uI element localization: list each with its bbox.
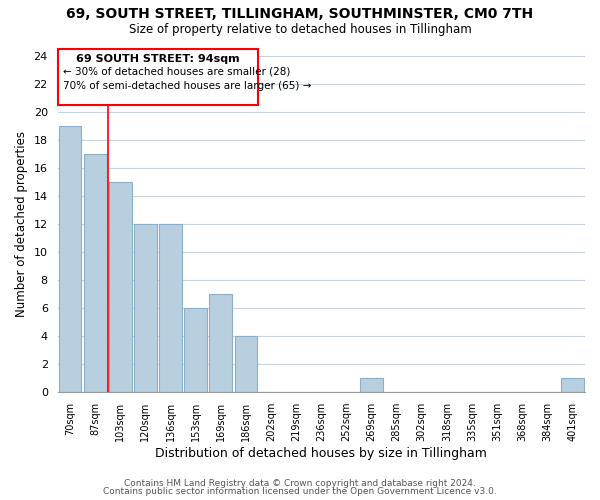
Bar <box>184 308 207 392</box>
Bar <box>134 224 157 392</box>
X-axis label: Distribution of detached houses by size in Tillingham: Distribution of detached houses by size … <box>155 447 487 460</box>
Bar <box>59 126 82 392</box>
Bar <box>235 336 257 392</box>
Bar <box>84 154 107 392</box>
Y-axis label: Number of detached properties: Number of detached properties <box>15 131 28 317</box>
Text: ← 30% of detached houses are smaller (28): ← 30% of detached houses are smaller (28… <box>62 66 290 76</box>
Text: 69 SOUTH STREET: 94sqm: 69 SOUTH STREET: 94sqm <box>76 54 240 64</box>
Bar <box>159 224 182 392</box>
Bar <box>209 294 232 392</box>
Bar <box>109 182 131 392</box>
Text: 70% of semi-detached houses are larger (65) →: 70% of semi-detached houses are larger (… <box>62 81 311 91</box>
Bar <box>360 378 383 392</box>
FancyBboxPatch shape <box>58 48 259 104</box>
Text: Contains HM Land Registry data © Crown copyright and database right 2024.: Contains HM Land Registry data © Crown c… <box>124 478 476 488</box>
Text: 69, SOUTH STREET, TILLINGHAM, SOUTHMINSTER, CM0 7TH: 69, SOUTH STREET, TILLINGHAM, SOUTHMINST… <box>67 8 533 22</box>
Text: Size of property relative to detached houses in Tillingham: Size of property relative to detached ho… <box>128 22 472 36</box>
Bar <box>561 378 584 392</box>
Text: Contains public sector information licensed under the Open Government Licence v3: Contains public sector information licen… <box>103 487 497 496</box>
